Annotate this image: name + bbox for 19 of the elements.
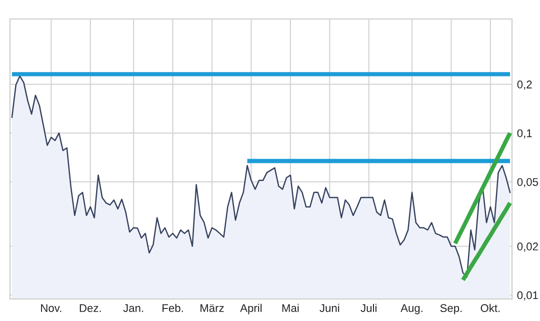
x-tick-label: Jan. bbox=[123, 304, 144, 312]
line-series bbox=[460, 200, 512, 282]
line-series bbox=[453, 130, 512, 246]
x-tick-label: Dez. bbox=[80, 304, 101, 312]
x-tick-label: Juli bbox=[360, 304, 376, 312]
x-tick-label: Sep. bbox=[440, 304, 462, 314]
x-tick-label: Aug. bbox=[400, 304, 422, 314]
x-tick-label: April bbox=[240, 304, 262, 314]
x-tick-label: Feb. bbox=[162, 304, 183, 312]
y-tick-label: 0,05 bbox=[517, 178, 538, 188]
x-tick-label: Okt. bbox=[480, 304, 500, 312]
y-tick-label: 0,01 bbox=[517, 291, 538, 300]
y-tick-label: 0,2 bbox=[517, 80, 532, 90]
y-tick-label: 0,02 bbox=[517, 242, 538, 252]
y-tick-label: 0,1 bbox=[517, 129, 532, 138]
x-tick-label: Juni bbox=[320, 304, 340, 312]
x-tick-label: Nov. bbox=[41, 304, 62, 312]
x-tick-label: März bbox=[200, 304, 224, 312]
x-tick-label: Mai bbox=[282, 304, 299, 312]
